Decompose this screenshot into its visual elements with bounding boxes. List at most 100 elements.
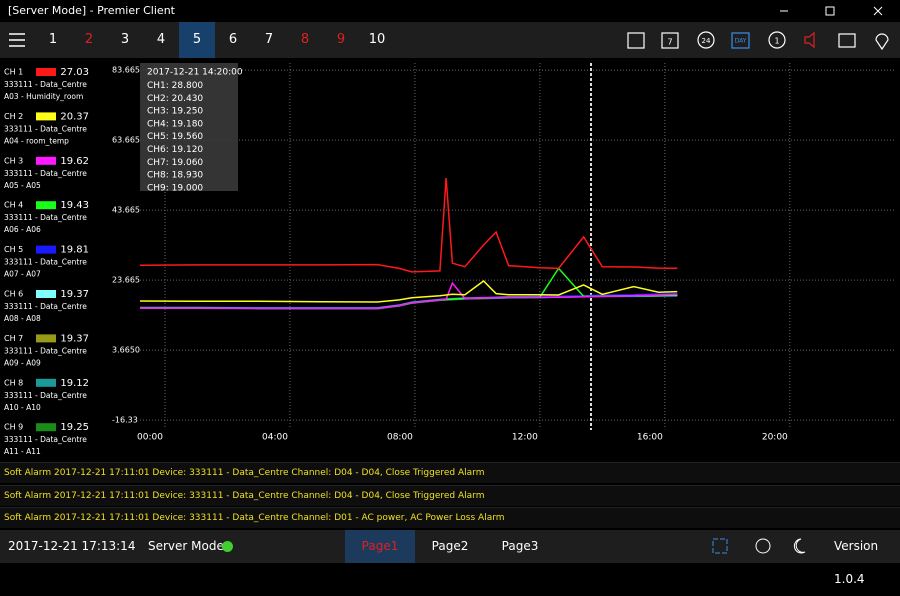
channel-name: CH 8 [4, 378, 23, 387]
y-tick-label: 83.665 [112, 66, 140, 75]
channel-name: CH 3 [4, 156, 23, 165]
page-tab[interactable]: Page2 [415, 530, 485, 563]
channel-sensor: A10 - A10 [4, 403, 41, 412]
menu-icon[interactable] [8, 32, 26, 48]
channel-name: CH 5 [4, 245, 23, 254]
status-icons [705, 530, 815, 563]
alarm-row: Soft Alarm 2017-12-21 17:11:01 Device: 3… [0, 462, 900, 483]
x-tick-label: 16:00 [637, 433, 663, 443]
channel-swatch [36, 157, 56, 165]
channel-reading: 19.25 [60, 422, 89, 433]
x-tick-label: 04:00 [262, 433, 288, 443]
tab[interactable]: 3 [107, 22, 143, 58]
channel-sensor: A07 - A07 [4, 270, 41, 279]
tooltip-reading: CH1: 28.800 [147, 81, 203, 91]
channel-sensor: A05 - A05 [4, 181, 41, 190]
channel-device: 333111 - Data_Centre [4, 258, 87, 267]
icon-label: 1 [774, 37, 779, 46]
tab[interactable]: 7 [251, 22, 287, 58]
status-led [222, 541, 233, 552]
window-title: [Server Mode] - Premier Client [8, 0, 175, 22]
tab[interactable]: 2 [71, 22, 107, 58]
tab[interactable]: 4 [143, 22, 179, 58]
channel-device: 333111 - Data_Centre [4, 302, 87, 311]
status-bar: 2017-12-21 17:13:14 Server Mode Page1Pag… [0, 530, 900, 563]
channel-swatch [36, 68, 56, 76]
channel-name: CH 2 [4, 112, 23, 121]
series-line [140, 178, 677, 272]
tooltip-reading: CH8: 18.930 [147, 171, 203, 181]
channel-reading: 27.03 [60, 67, 89, 78]
maximize[interactable] [826, 7, 834, 15]
app: [Server Mode] - Premier Client 123456789… [0, 0, 900, 563]
tab[interactable]: 6 [215, 22, 251, 58]
calendar-icon[interactable] [628, 33, 644, 48]
grid [140, 63, 896, 428]
tooltip-reading: CH4: 19.180 [147, 119, 203, 129]
y-tick-label: 43.665 [112, 206, 140, 215]
icon-label: DAY [735, 38, 747, 45]
tooltip-reading: CH7: 19.060 [147, 158, 203, 168]
channel-reading: 19.62 [60, 156, 89, 167]
tooltip-reading: CH9: 19.000 [147, 183, 203, 193]
channel-name: CH 7 [4, 334, 23, 343]
channel-device: 333111 - Data_Centre [4, 124, 87, 133]
y-tick-label: 63.665 [112, 136, 140, 145]
channel-sensor: A08 - A08 [4, 314, 41, 323]
channel-swatch [36, 423, 56, 431]
close[interactable] [874, 7, 882, 15]
x-tick-label: 00:00 [137, 433, 163, 443]
tab[interactable]: 9 [323, 22, 359, 58]
channel-device: 333111 - Data_Centre [4, 213, 87, 222]
y-tick-label: 23.665 [112, 276, 140, 285]
channel-name: CH 6 [4, 290, 23, 299]
alarm-list: Soft Alarm 2017-12-21 17:11:01 Device: 3… [0, 462, 900, 530]
icon-label: 7 [667, 38, 672, 47]
channel-swatch [36, 112, 56, 120]
nav-bar: 12345678910 7 24 DAY 1 [0, 22, 900, 58]
print-icon[interactable] [839, 34, 855, 47]
channel-reading: 19.43 [60, 200, 89, 211]
channel-reading: 19.81 [60, 245, 89, 256]
status-mode: Server Mode [148, 530, 224, 563]
channel-swatch [36, 379, 56, 387]
title-bar: [Server Mode] - Premier Client [0, 0, 900, 22]
layout-icon[interactable] [713, 539, 727, 553]
y-tick-label: -16.33 [112, 416, 138, 425]
tab[interactable]: 8 [287, 22, 323, 58]
tab[interactable]: 1 [35, 22, 71, 58]
x-tick-label: 08:00 [387, 433, 413, 443]
tooltip-reading: CH5: 19.560 [147, 132, 203, 142]
channel-sensor: A09 - A09 [4, 358, 41, 367]
sync-icon[interactable] [756, 539, 770, 553]
night-icon[interactable] [794, 539, 805, 553]
tooltip-reading: CH6: 19.120 [147, 145, 203, 155]
channel-swatch [36, 246, 56, 254]
page-tab[interactable]: Page1 [345, 530, 415, 563]
channel-reading: 20.37 [60, 111, 89, 122]
channel-sensor: A04 - room_temp [4, 136, 69, 145]
channel-name: CH 1 [4, 68, 23, 77]
channel-device: 333111 - Data_Centre [4, 435, 87, 444]
toolbar: 7 24 DAY 1 [620, 22, 900, 58]
tab[interactable]: 5 [179, 22, 215, 58]
tab[interactable]: 10 [359, 22, 395, 58]
channel-sensor: A06 - A06 [4, 225, 41, 234]
alarm-row: Soft Alarm 2017-12-21 17:11:01 Device: 3… [0, 485, 900, 506]
version: Version 1.0.4 [834, 530, 900, 596]
tooltip-time: 2017-12-21 14:20:00 [147, 68, 243, 78]
channel-name: CH 4 [4, 201, 23, 210]
sound-icon[interactable] [805, 33, 814, 47]
channel-sensor: A11 - A11 [4, 447, 41, 456]
page-tab[interactable]: Page3 [485, 530, 555, 563]
x-tick-label: 20:00 [762, 433, 788, 443]
status-datetime: 2017-12-21 17:13:14 [8, 530, 135, 563]
tooltip-reading: CH3: 19.250 [147, 107, 203, 117]
series-line [140, 281, 677, 302]
y-tick-label: 3.6650 [112, 346, 140, 355]
channel-device: 333111 - Data_Centre [4, 169, 87, 178]
channel-reading: 19.12 [60, 378, 89, 389]
channel-swatch [36, 201, 56, 209]
channel-swatch [36, 290, 56, 298]
location-icon[interactable] [876, 34, 888, 49]
